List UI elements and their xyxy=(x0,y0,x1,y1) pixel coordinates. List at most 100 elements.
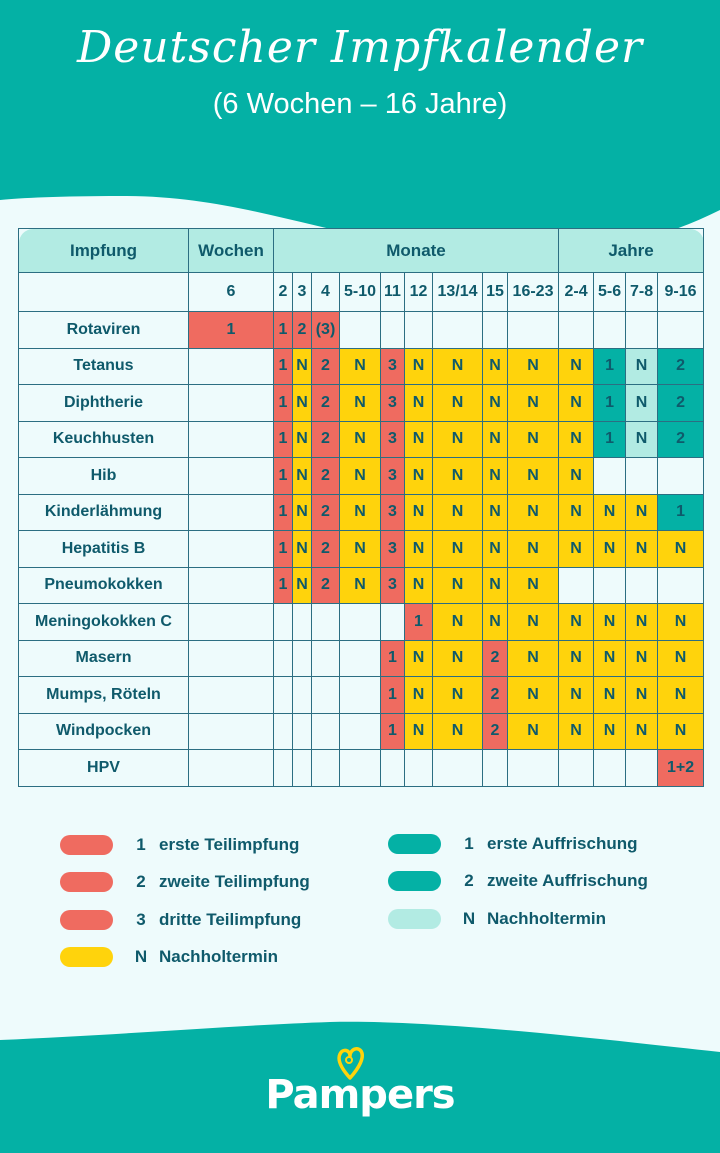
schedule-cell xyxy=(625,749,659,787)
schedule-cell: N xyxy=(404,712,433,750)
legend-label: Nachholtermin xyxy=(159,947,279,967)
schedule-cell: 2 xyxy=(311,384,340,422)
schedule-cell: N xyxy=(593,530,627,568)
schedule-cell: (3) xyxy=(311,311,340,349)
legend-key: N xyxy=(462,908,476,928)
schedule-cell xyxy=(482,311,508,349)
schedule-cell: 3 xyxy=(380,566,405,604)
schedule-cell xyxy=(273,712,293,750)
schedule-cell: N xyxy=(404,676,433,714)
vaccine-name: Pneumokokken xyxy=(18,566,189,604)
schedule-cell: N xyxy=(558,530,595,568)
legend-item: N Nachholtermin xyxy=(388,900,648,938)
schedule-cell: N xyxy=(625,493,659,531)
schedule-cell xyxy=(593,566,627,604)
schedule-cell: N xyxy=(558,676,595,714)
schedule-cell xyxy=(625,311,659,349)
schedule-cell: N xyxy=(506,639,560,677)
subheader-col: 9-16 xyxy=(657,272,705,312)
schedule-cell xyxy=(311,639,340,677)
schedule-cell: N xyxy=(404,639,433,677)
vaccine-name: Masern xyxy=(18,639,189,677)
schedule-cell: N xyxy=(558,493,595,531)
schedule-cell xyxy=(593,749,627,787)
schedule-cell: N xyxy=(506,676,560,714)
schedule-cell: N xyxy=(482,457,508,495)
schedule-cell xyxy=(188,493,274,531)
legend-item: 2 zweite Auffrischung xyxy=(388,863,648,901)
schedule-cell: 2 xyxy=(657,347,705,385)
schedule-cell: 1 xyxy=(273,420,293,458)
legend-label: dritte Teilimpfung xyxy=(159,909,302,929)
subheader-col: 2 xyxy=(273,272,293,312)
table-body: Rotaviren 1 1 2 (3) Tetanus 1 N 2 N 3 N N N N N 1 N 2 Dipht… xyxy=(18,311,705,787)
schedule-cell: N xyxy=(432,384,483,422)
schedule-cell: N xyxy=(292,347,312,385)
schedule-cell: N xyxy=(432,457,483,495)
schedule-cell: N xyxy=(292,530,312,568)
schedule-cell: N xyxy=(432,639,483,677)
schedule-cell xyxy=(404,749,433,787)
subheader-col: 3 xyxy=(292,272,312,312)
schedule-cell: 2 xyxy=(482,712,508,750)
schedule-cell xyxy=(188,603,274,641)
schedule-cell xyxy=(292,676,312,714)
legend-key: 1 xyxy=(464,833,474,853)
schedule-cell: N xyxy=(339,420,381,458)
schedule-cell: N xyxy=(404,420,433,458)
schedule-cell: 2 xyxy=(311,420,340,458)
schedule-cell xyxy=(292,712,312,750)
schedule-cell xyxy=(593,457,627,495)
heart-icon xyxy=(337,1047,365,1080)
schedule-cell: N xyxy=(625,530,659,568)
schedule-cell xyxy=(188,639,274,677)
vaccine-name: Kinderlähmung xyxy=(18,493,189,531)
header-impfung: Impfung xyxy=(18,228,189,273)
vaccine-name: Keuchhusten xyxy=(18,420,189,458)
schedule-cell: 3 xyxy=(380,384,405,422)
schedule-cell: N xyxy=(558,639,595,677)
schedule-cell: N xyxy=(558,384,595,422)
legend-key: 3 xyxy=(136,909,146,929)
schedule-cell: N xyxy=(339,347,381,385)
schedule-cell: N xyxy=(339,493,381,531)
schedule-cell: N xyxy=(625,384,659,422)
schedule-cell: 3 xyxy=(380,420,405,458)
schedule-cell: N xyxy=(404,530,433,568)
vaccine-name: HPV xyxy=(18,749,189,787)
table-row: Mumps, Röteln 1 N N 2 N N N N N xyxy=(18,676,705,714)
schedule-cell: N xyxy=(506,457,560,495)
schedule-cell: N xyxy=(593,639,627,677)
schedule-cell xyxy=(558,749,595,787)
schedule-cell: N xyxy=(657,676,705,714)
schedule-cell xyxy=(506,749,560,787)
schedule-cell xyxy=(625,457,659,495)
schedule-cell: N xyxy=(432,603,483,641)
table-row: Tetanus 1 N 2 N 3 N N N N N 1 N 2 xyxy=(18,347,705,385)
schedule-cell xyxy=(311,603,340,641)
pampers-logo: Pampers xyxy=(0,1047,720,1118)
schedule-cell: N xyxy=(625,603,659,641)
schedule-cell: 1 xyxy=(593,384,627,422)
legend-item: 3 dritte Teilimpfung xyxy=(60,901,310,939)
schedule-cell: N xyxy=(482,566,508,604)
header-monate: Monate xyxy=(272,228,560,273)
schedule-cell: N xyxy=(558,712,595,750)
header-wochen: Wochen xyxy=(188,228,274,273)
schedule-cell xyxy=(311,676,340,714)
schedule-cell: N xyxy=(625,712,659,750)
schedule-cell: N xyxy=(625,639,659,677)
schedule-cell: N xyxy=(506,420,560,458)
schedule-cell: 3 xyxy=(380,530,405,568)
schedule-cell: 1 xyxy=(273,566,293,604)
vaccine-name: Meningokokken C xyxy=(18,603,189,641)
schedule-cell: N xyxy=(506,530,560,568)
schedule-cell: N xyxy=(657,639,705,677)
schedule-cell: 2 xyxy=(311,530,340,568)
schedule-cell: 1 xyxy=(404,603,433,641)
schedule-cell xyxy=(380,311,405,349)
schedule-cell: 1 xyxy=(273,384,293,422)
legend-swatch xyxy=(60,947,113,968)
schedule-cell: 2 xyxy=(311,493,340,531)
